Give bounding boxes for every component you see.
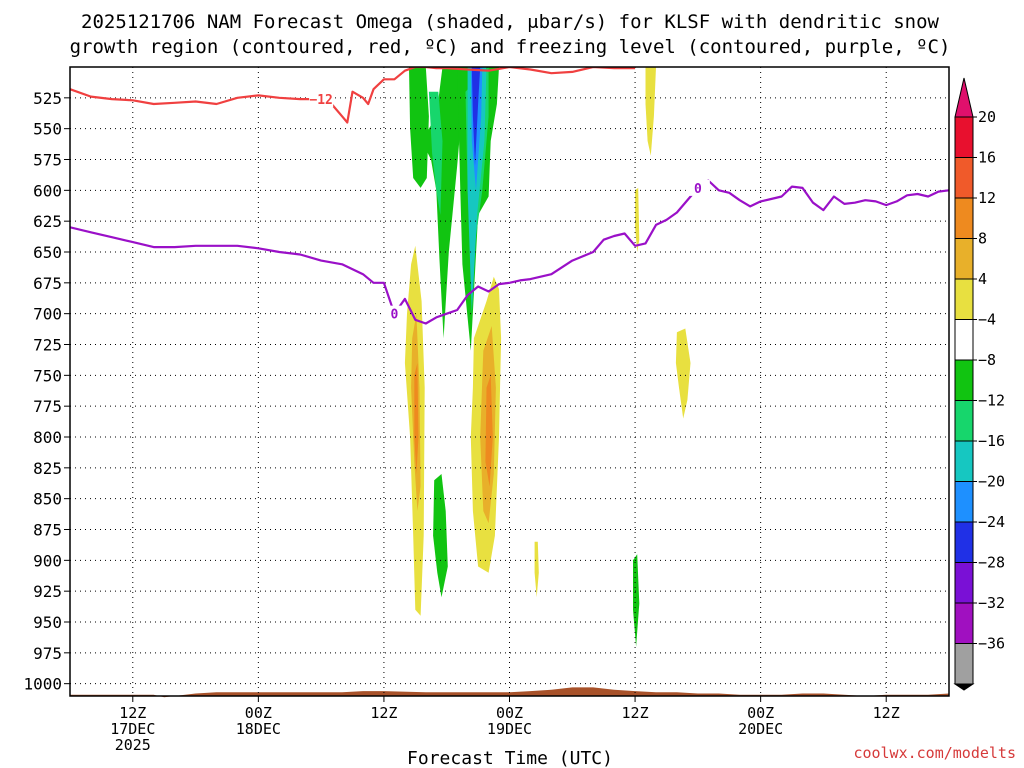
colorbar-swatch-4	[954, 278, 974, 320]
ytick-label-850: 850	[33, 490, 62, 509]
colorbar-label-12: −32	[978, 594, 1005, 612]
xtick-label-30-0: 12Z	[370, 704, 397, 722]
xtick-label-6-0: 12Z	[119, 704, 146, 722]
xtick-label-54-0: 12Z	[622, 704, 649, 722]
colorbar-swatch-3	[954, 238, 974, 280]
colorbar-label-2: 12	[978, 189, 996, 207]
ytick-label-750: 750	[33, 366, 62, 385]
colorbar-top-arrow	[954, 77, 974, 118]
omega-region--24-7	[471, 67, 481, 166]
plot-area: 00−12	[69, 66, 950, 698]
colorbar-label-7: −12	[978, 392, 1005, 410]
xtick-label-66-0: 00Z	[747, 704, 774, 722]
ytick-label-825: 825	[33, 459, 62, 478]
ytick-label-800: 800	[33, 428, 62, 447]
ytick-label-975: 975	[33, 644, 62, 663]
colorbar-swatch-0	[954, 116, 974, 158]
chart-title-line-2: growth region (contoured, red, ºC) and f…	[70, 36, 951, 58]
ytick-label-900: 900	[33, 551, 62, 570]
ytick-label-575: 575	[33, 151, 62, 170]
xtick-label-18-0: 00Z	[245, 704, 272, 722]
colorbar-swatch-13	[954, 643, 974, 685]
dgz-minus12-contour-label-bg-0	[309, 91, 334, 108]
omega-region-4-11	[635, 187, 640, 252]
freezing-level-contour-label-bg-0	[382, 305, 407, 322]
omega-region--8-8	[433, 474, 448, 598]
colorbar-swatch-10	[954, 521, 974, 563]
colorbar-label-5: −4	[978, 311, 996, 329]
xtick-label-66-1: 20DEC	[738, 720, 783, 738]
xtick-label-78-0: 12Z	[873, 704, 900, 722]
dgz-minus12-contour-label-0: −12	[309, 93, 332, 108]
ytick-label-700: 700	[33, 305, 62, 324]
ytick-label-725: 725	[33, 336, 62, 355]
colorbar-label-9: −20	[978, 473, 1005, 491]
colorbar: 20 16 12 8 4 −4 −8 −12 −16 −20 −24 −28 −32 −36	[953, 77, 1005, 691]
colorbar-bottom-arrow	[953, 683, 975, 691]
xtick-label-6-1: 17DEC	[110, 720, 155, 738]
colorbar-swatch-6	[954, 359, 974, 401]
colorbar-label-4: 4	[978, 270, 987, 288]
freezing-level-contour-label-bg-1	[685, 179, 710, 196]
omega-region-4-10	[645, 67, 656, 156]
credit-text: coolwx.com/modelts	[853, 744, 1016, 762]
colorbar-label-3: 8	[978, 230, 987, 248]
omega-region-4-13	[534, 541, 539, 598]
ytick-label-775: 775	[33, 397, 62, 416]
colorbar-label-10: −24	[978, 513, 1005, 531]
ytick-label-1000: 1000	[23, 675, 62, 694]
colorbar-swatch-11	[954, 562, 974, 604]
omega-region--12-3	[428, 91, 443, 215]
ytick-label-950: 950	[33, 613, 62, 632]
colorbar-swatch-5	[954, 319, 974, 361]
chart-title-line-1: 2025121706 NAM Forecast Omega (shaded, μ…	[81, 11, 939, 33]
ytick-label-625: 625	[33, 212, 62, 231]
colorbar-swatch-8	[954, 440, 974, 482]
xtick-label-42-1: 19DEC	[487, 720, 532, 738]
colorbar-label-0: 20	[978, 108, 996, 126]
colorbar-label-13: −36	[978, 635, 1005, 653]
colorbar-label-1: 16	[978, 149, 996, 167]
colorbar-swatch-2	[954, 197, 974, 239]
ytick-label-550: 550	[33, 120, 62, 139]
omega-region-12-18	[414, 363, 419, 474]
colorbar-label-11: −28	[978, 554, 1005, 572]
xtick-label-42-0: 00Z	[496, 704, 523, 722]
freezing-level-contour: 00	[70, 179, 949, 325]
ytick-label-875: 875	[33, 521, 62, 540]
omega-region-4-12	[675, 328, 691, 419]
colorbar-label-8: −16	[978, 432, 1005, 450]
xtick-label-18-1: 18DEC	[236, 720, 281, 738]
plot-background	[70, 67, 949, 696]
omega-region-12-19	[485, 375, 493, 487]
ytick-label-600: 600	[33, 181, 62, 200]
x-axis-label: Forecast Time (UTC)	[407, 748, 613, 768]
ytick-label-925: 925	[33, 582, 62, 601]
colorbar-swatch-7	[954, 400, 974, 442]
freezing-level-contour-label-1: 0	[694, 182, 702, 197]
xtick-label-6-2: 2025	[115, 736, 151, 754]
colorbar-swatch-1	[954, 157, 974, 199]
y-axis-ticks: 525 550 575 600 625 650 675 700 725 750 775 800 825 8…	[23, 89, 70, 694]
ytick-label-525: 525	[33, 89, 62, 108]
omega-region--8-0	[409, 67, 429, 188]
ytick-label-650: 650	[33, 243, 62, 262]
freezing-level-contour-label-0: 0	[390, 308, 398, 323]
ytick-label-675: 675	[33, 274, 62, 293]
freezing-level-contour-line	[70, 179, 949, 325]
colorbar-swatch-12	[954, 602, 974, 644]
colorbar-swatch-9	[954, 481, 974, 523]
colorbar-label-6: −8	[978, 351, 996, 369]
